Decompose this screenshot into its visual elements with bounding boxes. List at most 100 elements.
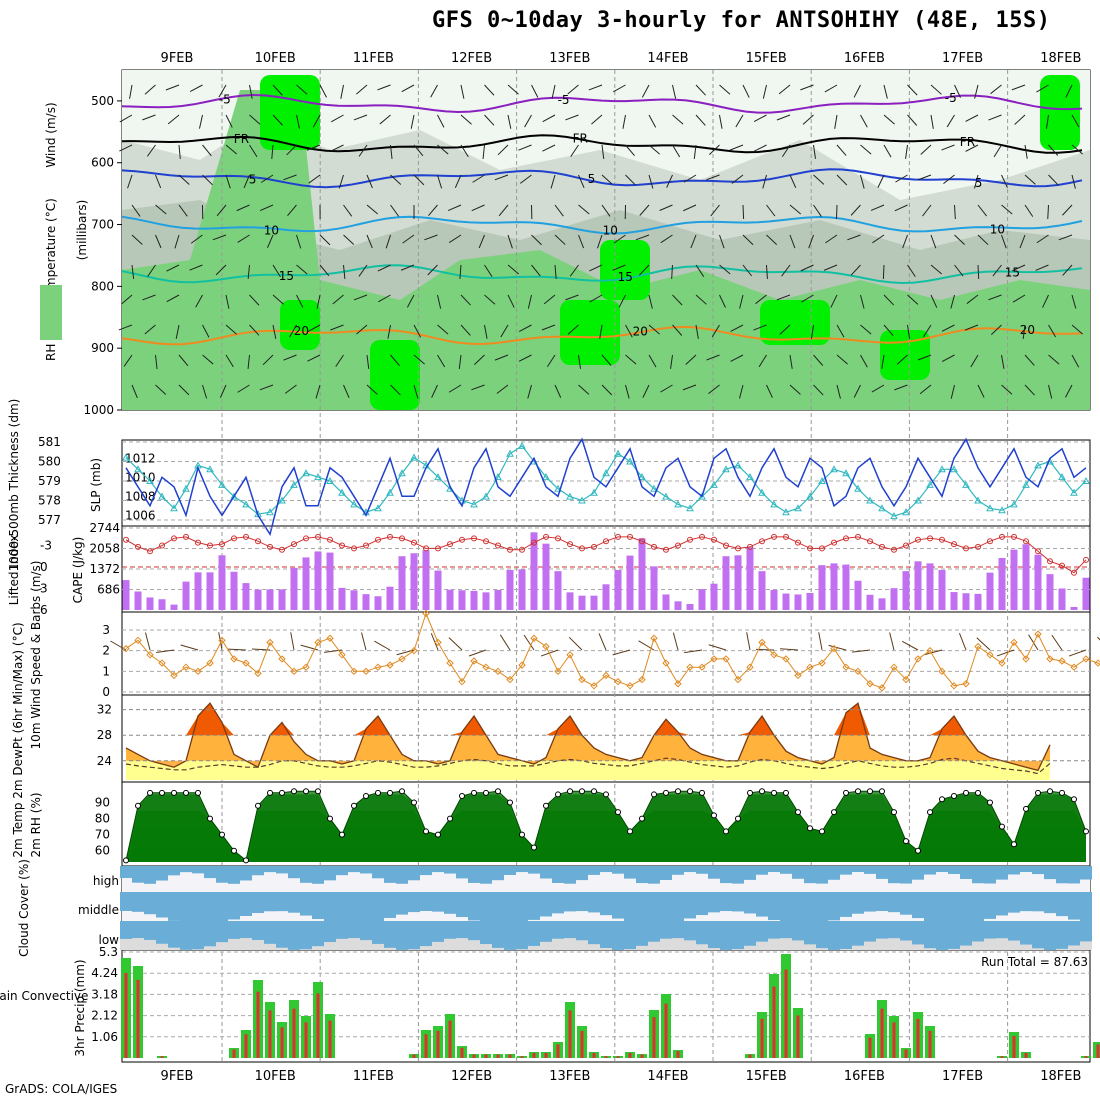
cape-bar [782, 593, 790, 610]
thickness-point [710, 480, 718, 488]
rh-point [975, 789, 981, 796]
cloud-middle-cell [480, 892, 492, 921]
li-point [687, 536, 693, 543]
isotherm-label: 5 [975, 176, 983, 190]
wind-barb [202, 324, 210, 338]
wind-barb [920, 144, 932, 155]
wind-barb [262, 354, 274, 366]
wind-barb [800, 264, 814, 272]
wind-barb [660, 234, 673, 244]
wind-barb [507, 264, 520, 275]
wind-barb [554, 234, 566, 245]
cloud-row-label: low [99, 933, 120, 947]
wind-point [794, 671, 802, 680]
wind-barb-10m [430, 633, 439, 651]
wind-barb [283, 174, 297, 181]
cloud-middle-cell [120, 892, 132, 911]
cloud-middle-cell [660, 892, 672, 921]
cape-tick: 2058 [89, 542, 120, 556]
cloud-gap [1008, 940, 1020, 950]
cape-bar [266, 589, 274, 610]
rh-point [831, 809, 837, 816]
wind-barb [175, 324, 180, 339]
wind-barb [639, 204, 650, 216]
wind-barb [312, 114, 321, 128]
wind-barb [625, 354, 637, 365]
cape-bar [458, 590, 466, 610]
wind-barb [482, 144, 485, 159]
isotherm-label: FR [234, 132, 249, 146]
li-point [207, 542, 213, 549]
wind-point [446, 659, 454, 667]
rh-point [723, 828, 729, 835]
wind-barb [289, 324, 297, 338]
wind-barb [1024, 384, 1035, 396]
thickness-axis-label: 1000-500mb Thickness (dm) [7, 399, 21, 572]
wind-barb [249, 294, 260, 306]
wind-barb [778, 84, 791, 95]
date-label-bottom: 11FEB [353, 1069, 394, 1084]
li-point [747, 543, 753, 550]
rh-point [891, 809, 897, 816]
rh-point [603, 791, 609, 798]
wind-point [638, 675, 646, 684]
wind-barb [964, 324, 979, 331]
cloud-high-cell [516, 866, 528, 873]
li-point [531, 539, 537, 546]
cape-bar [902, 571, 910, 610]
li-tick: -3 [40, 539, 52, 553]
wind-barb [531, 264, 541, 277]
wind-point [686, 663, 694, 671]
wind-barb [1035, 264, 1049, 271]
wind-barb [225, 114, 233, 128]
wind-barb [860, 144, 872, 155]
thickness-point [434, 473, 442, 481]
cape-bar [614, 569, 622, 610]
cloud-gap [168, 947, 180, 950]
thickness-point [626, 457, 634, 465]
cloud-low-cell [588, 921, 600, 950]
wind-barb [836, 324, 845, 338]
li-point [363, 542, 369, 549]
cloud-middle-cell [504, 892, 516, 921]
wind-barb [307, 354, 321, 362]
li-point [495, 542, 501, 549]
cloud-middle-cell [612, 892, 624, 919]
wind-barb [174, 234, 180, 249]
wind-barb [366, 174, 373, 189]
rh-point [363, 793, 369, 800]
wind-barb [695, 324, 699, 339]
li-point [423, 545, 429, 552]
wind-barb [917, 354, 932, 361]
thickness-point [854, 484, 862, 492]
cloud-low-cell [1056, 921, 1068, 950]
li-point [123, 536, 129, 543]
cloud-middle-cell [780, 892, 792, 921]
wind-barb [437, 294, 442, 309]
cloud-high-cell [780, 866, 792, 874]
cape-bar [590, 595, 598, 610]
wind-point [206, 659, 214, 667]
wind-barb [625, 174, 636, 186]
wind-barb [917, 174, 932, 181]
precip-conv-bar [592, 1052, 596, 1058]
thickness-point [686, 504, 694, 512]
cloud-high-cell [528, 866, 540, 874]
rh-point [903, 838, 909, 845]
wind-barb [588, 84, 603, 91]
precip-conv-bar [136, 979, 140, 1058]
precip-conv-bar [508, 1054, 512, 1058]
cape-bar [710, 583, 718, 610]
thickness-point [278, 496, 286, 504]
cape-bar [410, 553, 418, 610]
wind-barb [683, 204, 697, 212]
wind-barb [930, 84, 942, 95]
cloud-high-cell [876, 866, 888, 879]
li-point [447, 541, 453, 548]
wind-point [602, 671, 610, 680]
rh-point [759, 788, 765, 795]
cape-bar [278, 589, 286, 610]
rh-point [999, 823, 1005, 830]
precip-ylabel: 3hr Precip (mm) [73, 959, 87, 1056]
cloud-middle-cell [1056, 892, 1068, 917]
